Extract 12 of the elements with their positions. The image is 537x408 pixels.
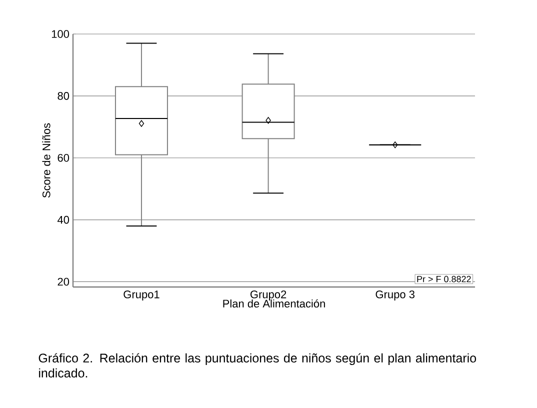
y-tick-label: 100 [52,30,70,38]
x-tick-label: Grupo 3 [376,290,414,300]
y-tick-label: 40 [57,216,70,224]
text: Gráfico 2. Relación entre las puntuaciones de niños según el plan alimentario indicado. [38,353,476,378]
y-axis-title: Score de Niños [42,123,50,198]
x-tick-label: Grupo1 [124,290,160,300]
annotation: Pr > F 0.8822 [417,276,471,282]
y-tick-label: 20 [58,278,70,286]
y-tick-label: 80 [58,92,70,100]
y-tick-label: 60 [58,154,70,162]
x-axis-title: Plan de Alimentación [223,299,325,308]
x-tick-label: Grupo2 [250,290,286,300]
